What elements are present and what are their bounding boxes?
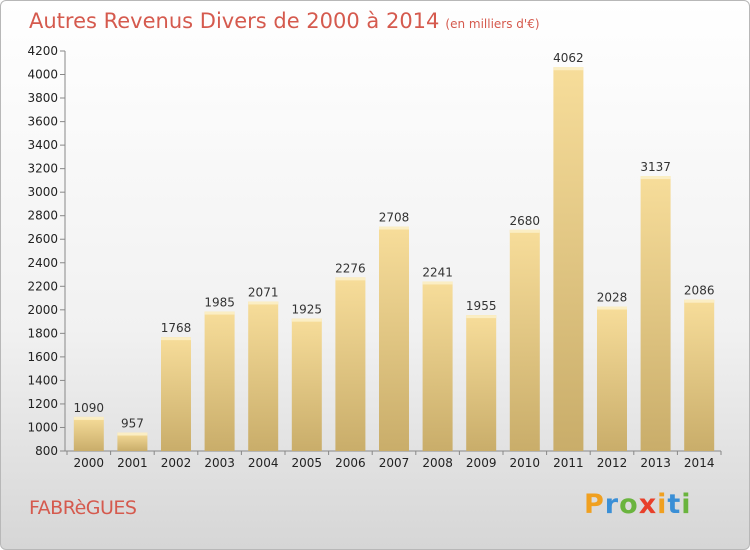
logo-letter: o [619,489,639,520]
logo-letter: i [657,489,668,520]
x-tick-label-2007: 2007 [379,456,410,470]
bar-2013 [640,176,671,451]
y-tick-label: 3800 [27,91,58,105]
x-tick-label-2004: 2004 [248,456,279,470]
value-label-2012: 2028 [597,291,628,305]
bar-2002 [161,337,191,451]
x-tick-label-2014: 2014 [684,456,715,470]
title-text: Autres Revenus Divers de 2000 à 2014 [29,9,440,33]
logo-letter: x [638,489,658,520]
bar-highlight [553,67,584,71]
x-tick-label-2010: 2010 [510,456,541,470]
bar-highlight [73,416,104,420]
bar-2011 [553,67,584,451]
y-tick-label: 2400 [27,256,58,270]
x-tick-label-2011: 2011 [553,456,584,470]
y-tick-label: 3200 [27,162,58,176]
bar-highlight [509,229,540,233]
y-tick-label: 1800 [27,326,58,340]
y-tick-label: 2200 [27,279,58,293]
title-unit: (en milliers d'€) [445,17,540,31]
bar-highlight [248,301,279,305]
y-tick-label: 4200 [27,44,58,58]
x-tick-label-2012: 2012 [597,456,628,470]
y-tick-label: 3000 [27,185,58,199]
value-label-2009: 1955 [466,299,497,313]
bar-2009 [466,315,497,451]
bar-2003 [204,311,235,451]
value-label-2014: 2086 [684,284,715,298]
bar-2012 [597,306,627,451]
y-tick-label: 3600 [27,115,58,129]
y-tick-label: 2800 [27,209,58,223]
bar-highlight [422,281,453,285]
x-tick-label-2008: 2008 [422,456,453,470]
town-name: FABRèGUES [29,497,137,519]
value-label-2013: 3137 [640,160,671,174]
value-label-2002: 1768 [161,321,192,335]
logo-letter: r [604,489,620,520]
x-tick-label-2005: 2005 [292,456,323,470]
value-label-2010: 2680 [510,214,541,228]
value-label-2001: 957 [121,417,144,431]
x-tick-label-2001: 2001 [117,456,148,470]
bar-2001 [117,432,148,451]
x-tick-label-2000: 2000 [74,456,105,470]
y-tick-label: 3400 [27,138,58,152]
bar-2006 [335,277,366,451]
value-label-2008: 2241 [422,265,453,279]
x-tick-label-2009: 2009 [466,456,497,470]
x-tick-label-2002: 2002 [161,456,192,470]
proxiti-logo: Proxiti [584,489,692,520]
value-label-2007: 2708 [379,211,410,225]
y-tick-label: 1600 [27,350,58,364]
logo-letter: i [681,489,692,520]
bar-highlight [379,226,409,230]
y-tick-label: 1400 [27,373,58,387]
bar-highlight [161,337,191,341]
bar-highlight [291,318,322,322]
x-tick-label-2003: 2003 [204,456,235,470]
y-tick-label: 2600 [27,232,58,246]
y-tick-label: 1200 [27,397,58,411]
y-tick-label: 2000 [27,303,58,317]
bar-highlight [684,299,715,303]
bar-highlight [597,306,627,310]
logo-letter: P [584,489,605,520]
y-tick-label: 1000 [27,420,58,434]
value-label-2000: 1090 [74,401,105,415]
bar-2004 [248,301,279,451]
bar-2007 [379,226,409,451]
y-tick-label: 800 [35,444,58,458]
value-label-2011: 4062 [553,51,584,65]
bar-highlight [640,176,671,180]
bar-highlight [335,277,366,281]
bar-2000 [73,416,104,451]
value-label-2004: 2071 [248,285,279,299]
bar-highlight [204,311,235,315]
bar-2010 [509,229,540,451]
bar-2014 [684,299,715,451]
bar-2005 [291,318,322,451]
value-label-2003: 1985 [204,296,235,310]
chart-title: Autres Revenus Divers de 2000 à 2014 (en … [29,9,540,33]
x-tick-label-2013: 2013 [640,456,671,470]
bar-highlight [117,432,148,436]
bar-2008 [422,281,453,451]
value-label-2006: 2276 [335,261,366,275]
logo-letter: t [667,489,682,520]
bar-highlight [466,315,497,319]
y-tick-label: 4000 [27,68,58,82]
x-tick-label-2006: 2006 [335,456,366,470]
value-label-2005: 1925 [292,303,323,317]
